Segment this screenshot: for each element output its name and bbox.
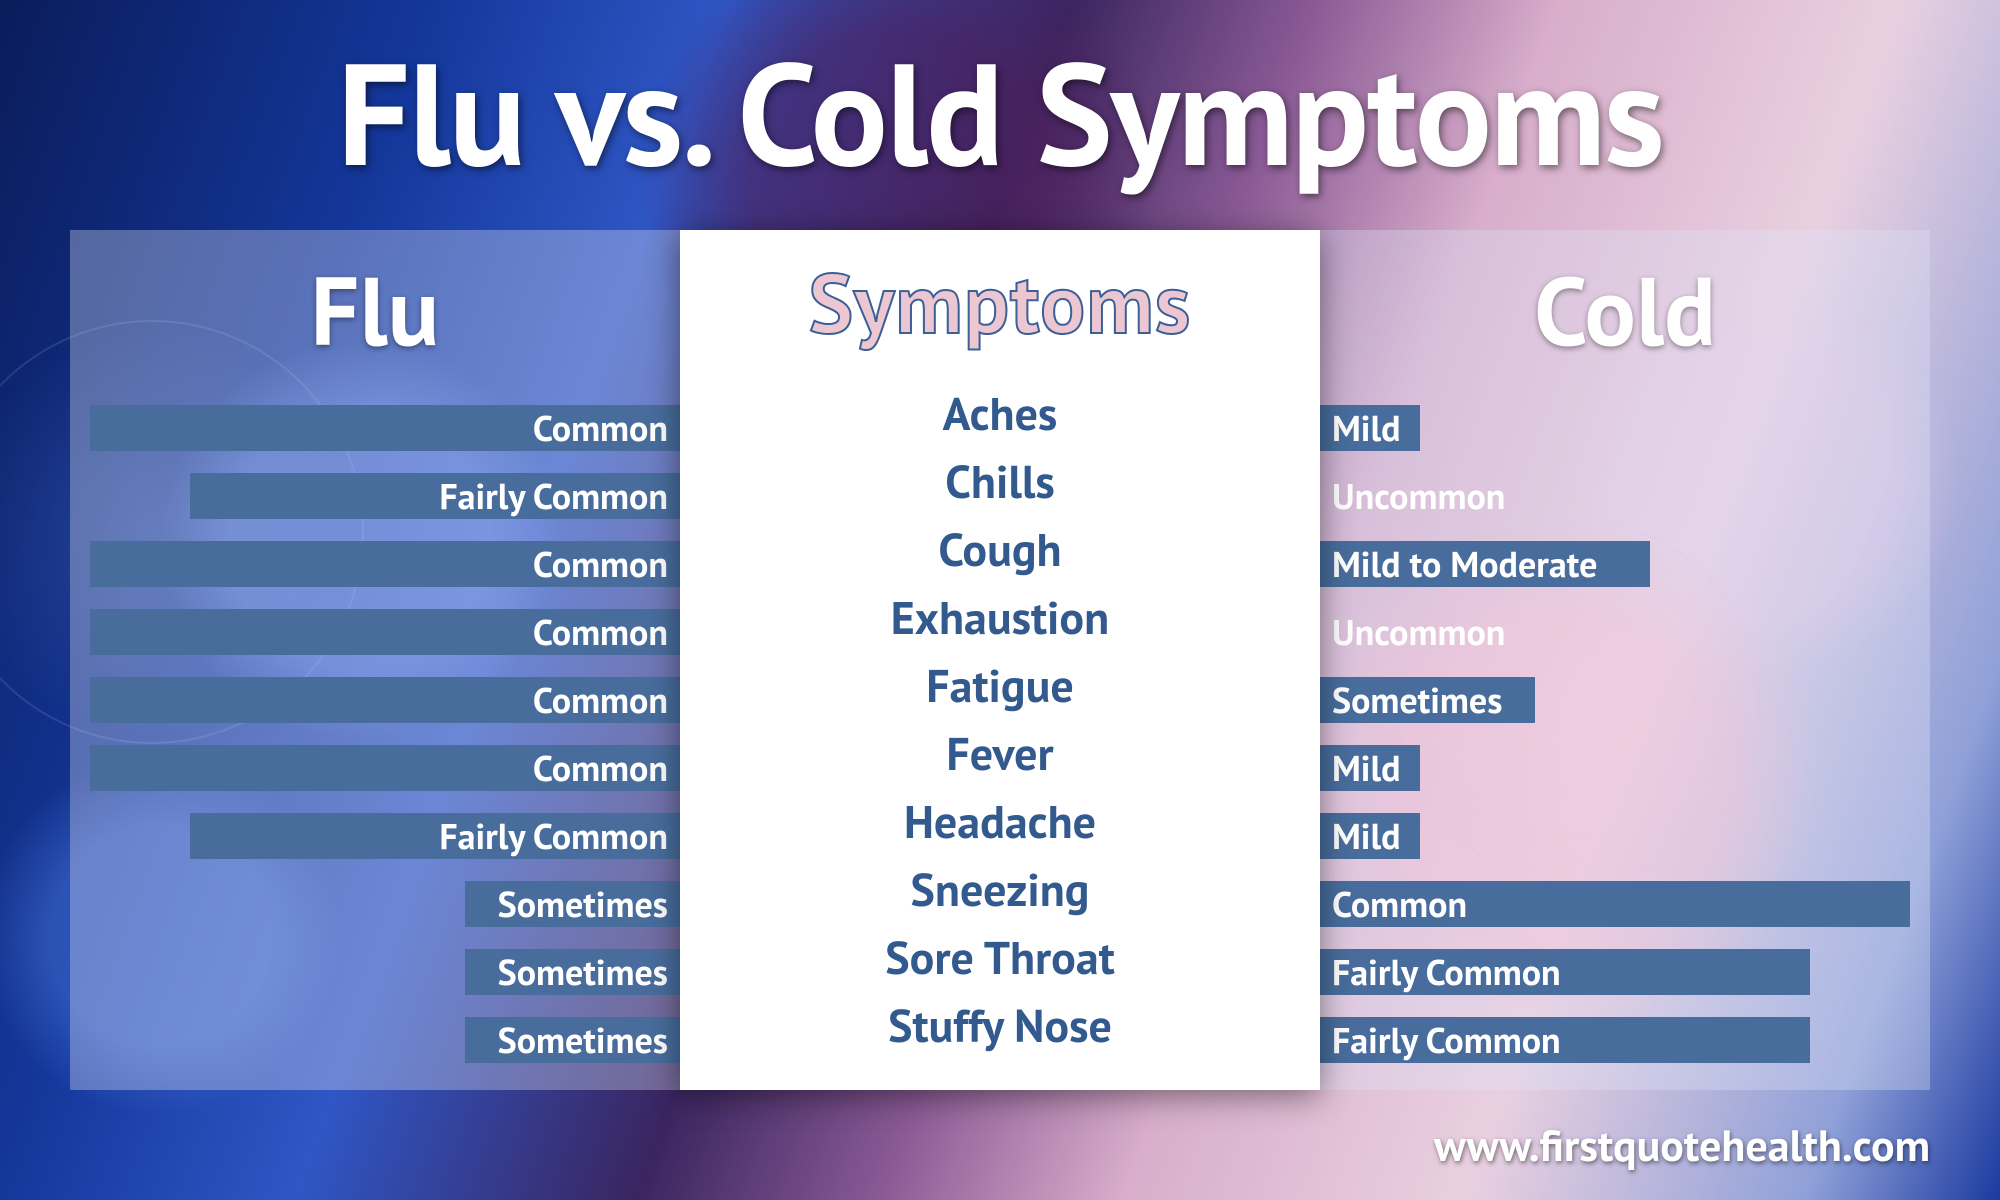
cold-row: Common bbox=[1320, 870, 1930, 938]
flu-row: Fairly Common bbox=[70, 462, 680, 530]
flu-bar: Common bbox=[90, 745, 680, 791]
cold-column-title: Cold bbox=[1320, 248, 1930, 372]
flu-row: Sometimes bbox=[70, 938, 680, 1006]
symptom-label: Fever bbox=[680, 719, 1320, 787]
symptom-label: Fatigue bbox=[680, 651, 1320, 719]
cold-bar: Mild bbox=[1320, 813, 1420, 859]
cold-row: Uncommon bbox=[1320, 598, 1930, 666]
flu-bar: Common bbox=[90, 541, 680, 587]
cold-bar: Mild bbox=[1320, 405, 1420, 451]
symptom-label: Cough bbox=[680, 515, 1320, 583]
flu-row: Common bbox=[70, 598, 680, 666]
cold-row: Mild bbox=[1320, 394, 1930, 462]
flu-column-title: Flu bbox=[70, 248, 680, 372]
cold-row: Fairly Common bbox=[1320, 938, 1930, 1006]
symptoms-column-title: Symptoms bbox=[680, 248, 1320, 357]
cold-bar: Mild to Moderate bbox=[1320, 541, 1650, 587]
cold-bar: Sometimes bbox=[1320, 677, 1535, 723]
flu-panel: Flu CommonFairly CommonCommonCommonCommo… bbox=[70, 230, 680, 1090]
symptom-label: Sore Throat bbox=[680, 923, 1320, 991]
cold-row: Mild bbox=[1320, 802, 1930, 870]
flu-row: Sometimes bbox=[70, 1006, 680, 1074]
flu-row: Fairly Common bbox=[70, 802, 680, 870]
symptom-label: Headache bbox=[680, 787, 1320, 855]
flu-row: Common bbox=[70, 530, 680, 598]
cold-bar: Mild bbox=[1320, 745, 1420, 791]
page-title: Flu vs. Cold Symptoms bbox=[0, 18, 2000, 205]
cold-row: Mild bbox=[1320, 734, 1930, 802]
symptom-label: Stuffy Nose bbox=[680, 991, 1320, 1059]
flu-row: Common bbox=[70, 666, 680, 734]
cold-rows: Mild Uncommon Mild to Moderate Uncommon Some… bbox=[1320, 394, 1930, 1074]
flu-bar: Common bbox=[90, 609, 680, 655]
flu-rows: Common Fairly Common Common Common Common Com… bbox=[70, 394, 680, 1074]
cold-bar: Common bbox=[1320, 881, 1910, 927]
cold-bar: Fairly Common bbox=[1320, 1017, 1810, 1063]
flu-bar: Sometimes bbox=[465, 1017, 680, 1063]
cold-bar: Uncommon bbox=[1320, 473, 1517, 519]
cold-bar: Uncommon bbox=[1320, 609, 1517, 655]
symptom-label: Sneezing bbox=[680, 855, 1320, 923]
flu-bar: Fairly Common bbox=[190, 473, 680, 519]
symptom-label: Aches bbox=[680, 379, 1320, 447]
symptom-rows: AchesChillsCoughExhaustionFatigueFeverHe… bbox=[680, 379, 1320, 1059]
flu-row: Sometimes bbox=[70, 870, 680, 938]
flu-bar: Fairly Common bbox=[190, 813, 680, 859]
cold-row: Sometimes bbox=[1320, 666, 1930, 734]
flu-bar: Sometimes bbox=[465, 881, 680, 927]
cold-bar: Fairly Common bbox=[1320, 949, 1810, 995]
comparison-grid: Flu CommonFairly CommonCommonCommonCommo… bbox=[70, 230, 1930, 1090]
symptom-label: Exhaustion bbox=[680, 583, 1320, 651]
flu-row: Common bbox=[70, 734, 680, 802]
symptoms-panel: Symptoms AchesChillsCoughExhaustionFatig… bbox=[680, 230, 1320, 1090]
cold-panel: Cold Mild Uncommon Mild to Moderate Uncommo… bbox=[1320, 230, 1930, 1090]
flu-bar: Common bbox=[90, 677, 680, 723]
symptom-label: Chills bbox=[680, 447, 1320, 515]
cold-row: Mild to Moderate bbox=[1320, 530, 1930, 598]
footer-url: www.firstquotehealth.com bbox=[1434, 1117, 1930, 1174]
flu-bar: Common bbox=[90, 405, 680, 451]
cold-row: Fairly Common bbox=[1320, 1006, 1930, 1074]
flu-bar: Sometimes bbox=[465, 949, 680, 995]
cold-row: Uncommon bbox=[1320, 462, 1930, 530]
flu-row: Common bbox=[70, 394, 680, 462]
